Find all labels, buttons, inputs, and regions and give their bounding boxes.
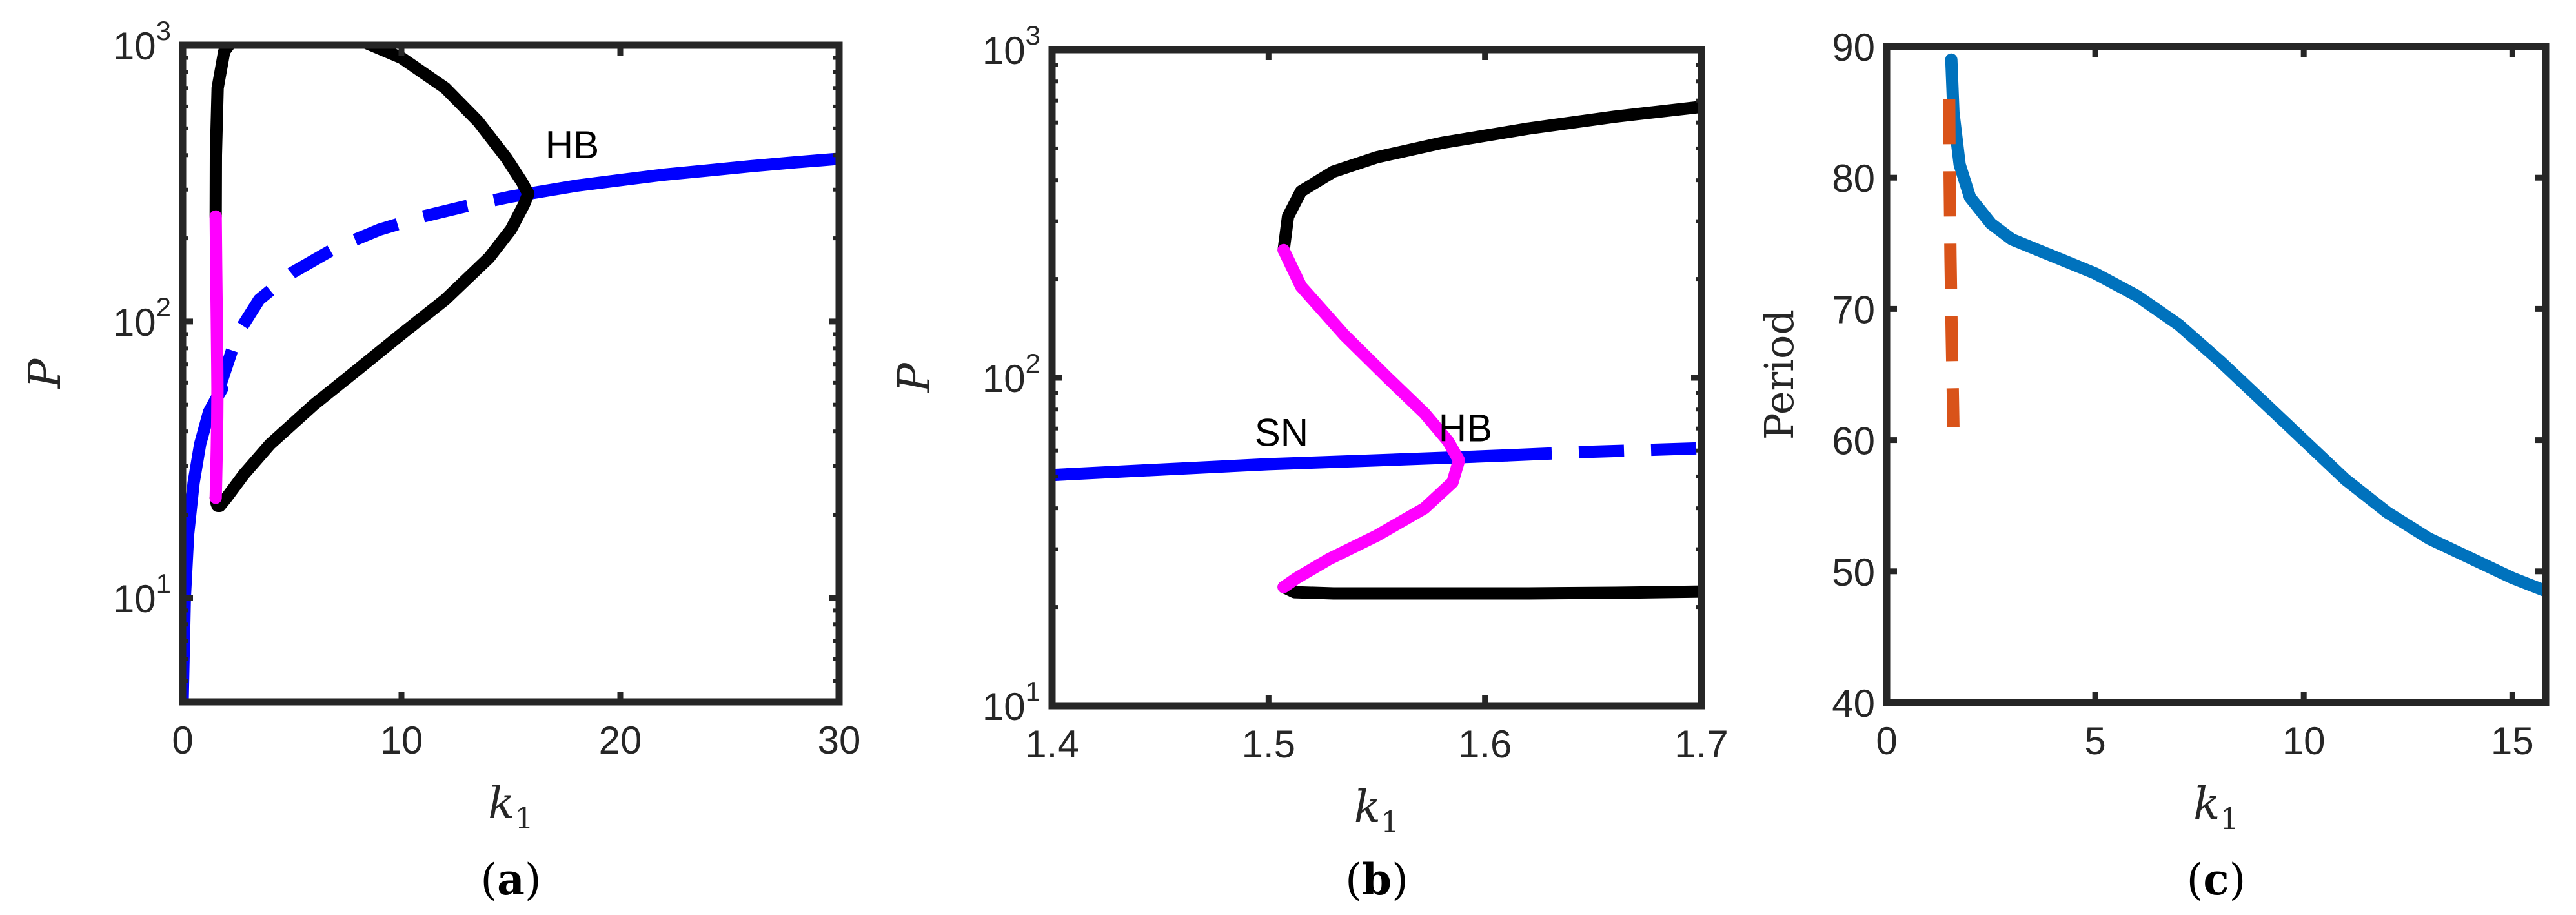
series-5-line: [1277, 243, 1465, 593]
y-axis-label: P: [20, 358, 71, 389]
y-tick-label: 101: [982, 676, 1040, 728]
y-axis-label: Period: [1756, 309, 1803, 440]
x-axis-label: k1: [1354, 782, 1400, 839]
series-1-line: [1052, 449, 1513, 482]
panel-c: 0 5 10 15 40 50 60 70 80 90 k1 Period (c): [1756, 26, 2550, 905]
series-4-line: [209, 45, 535, 512]
plot-area: [1943, 53, 2546, 597]
panel-b: 1.4 1.5 1.6 1.7 101 102 103 SN HB k1 P (b): [889, 20, 1729, 905]
x-tick-label: 15: [2491, 719, 2534, 763]
series-3-line: [1277, 100, 1701, 256]
series-2-line: [212, 187, 530, 396]
panel-caption: (b): [1345, 854, 1408, 905]
y-tick-label: 60: [1832, 420, 1875, 463]
y-tick-label: 50: [1832, 551, 1875, 594]
axes-frame: [1883, 43, 2550, 706]
y-tick-label: 103: [113, 15, 171, 68]
plot-area: [1052, 100, 1701, 600]
annotation-label: SN: [1255, 411, 1308, 454]
series-1-line: [1945, 53, 2546, 597]
x-tick-label: 1.6: [1458, 723, 1512, 766]
x-tick-label: 1.4: [1025, 723, 1079, 766]
y-tick-label: 101: [113, 568, 171, 621]
panel-caption: (c): [2187, 854, 2246, 905]
y-axis-label: P: [889, 362, 940, 394]
x-tick-label: 30: [818, 719, 861, 762]
x-tick-label: 20: [599, 719, 642, 762]
series-5-line: [209, 210, 224, 504]
x-tick-label: 5: [2084, 719, 2105, 763]
y-tick-label: 102: [113, 292, 171, 344]
series-3-line: [522, 152, 839, 200]
x-tick-label: 10: [380, 719, 423, 762]
y-tick-label: 70: [1832, 288, 1875, 331]
x-tick-label: 0: [1876, 719, 1897, 763]
series-4-line: [1277, 581, 1701, 600]
series-2-line: [1506, 442, 1701, 462]
x-tick-label: 1.7: [1674, 723, 1728, 766]
x-tick-label: 0: [172, 719, 193, 762]
plot-area: [183, 45, 839, 702]
panel-a: 0 10 20 30 101 102 103 HB k1 P (a): [20, 15, 860, 905]
series-2-line: [1943, 99, 1960, 427]
y-tick-label: 103: [982, 20, 1040, 72]
y-tick-label: 102: [982, 348, 1040, 400]
y-tick-label: 80: [1832, 157, 1875, 200]
axes-frame: [179, 41, 843, 706]
annotation-label: HB: [545, 123, 599, 167]
y-tick-label: 90: [1832, 26, 1875, 69]
annotation-label: HB: [1439, 406, 1492, 449]
axes-frame: [1048, 46, 1705, 710]
x-axis-label: k1: [2193, 779, 2239, 836]
y-tick-label: 40: [1832, 682, 1875, 725]
panel-caption: (a): [480, 854, 541, 905]
x-axis-label: k1: [488, 778, 534, 836]
x-tick-label: 10: [2282, 719, 2326, 763]
x-tick-label: 1.5: [1242, 723, 1295, 766]
